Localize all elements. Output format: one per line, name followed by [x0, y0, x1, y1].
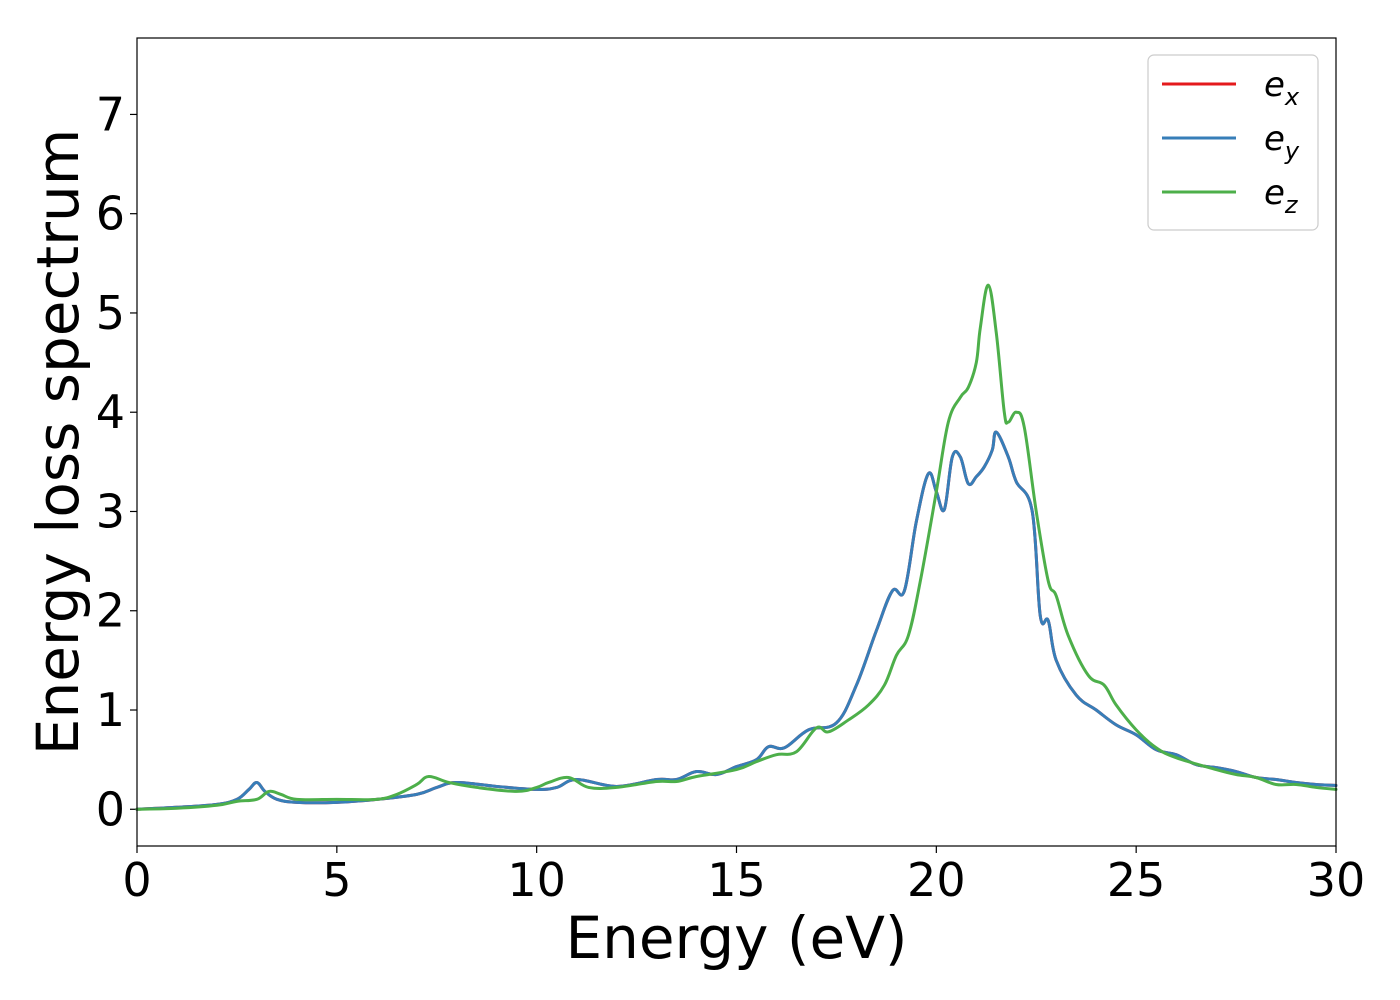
y-tick-label: 0: [96, 782, 125, 836]
x-tick-label: 30: [1307, 853, 1366, 907]
legend-label-x: ex: [1264, 65, 1300, 111]
x-tick-label: 5: [322, 853, 351, 907]
plot-frame: [136, 37, 1337, 847]
x-axis-ticks: 0 5 10 15 20 25 30: [122, 846, 1365, 907]
x-axis-label: Energy (eV): [565, 904, 907, 972]
y-axis-label: Energy loss spectrum: [24, 129, 92, 755]
legend-label-subscript: x: [1284, 83, 1300, 111]
legend-label-z: ez: [1264, 173, 1299, 219]
legend-label-base: e: [1264, 119, 1285, 159]
legend-label-subscript: z: [1284, 191, 1299, 219]
legend-label-subscript: y: [1284, 137, 1300, 165]
y-tick-label: 5: [96, 286, 125, 340]
x-tick-label: 10: [507, 853, 566, 907]
legend-label-base: e: [1264, 173, 1285, 213]
y-tick-label: 6: [96, 187, 125, 241]
x-tick-label: 25: [1107, 853, 1166, 907]
legend-label-base: e: [1264, 65, 1285, 105]
y-tick-label: 3: [96, 484, 125, 538]
y-tick-label: 7: [96, 87, 125, 141]
x-tick-label: 20: [907, 853, 966, 907]
legend-label-y: ey: [1264, 119, 1300, 165]
plot-series: [135, 283, 1338, 811]
x-tick-label: 0: [122, 853, 151, 907]
y-tick-label: 1: [96, 683, 125, 737]
series-line-x: [135, 430, 1338, 811]
y-axis-ticks: 0 1 2 3 4 5 6 7: [96, 87, 137, 836]
legend-box: [1147, 54, 1319, 231]
series-line-z: [135, 283, 1338, 811]
series-line-y: [135, 430, 1338, 811]
x-tick-label: 15: [707, 853, 766, 907]
y-tick-label: 2: [96, 584, 125, 638]
y-tick-label: 4: [96, 385, 125, 439]
